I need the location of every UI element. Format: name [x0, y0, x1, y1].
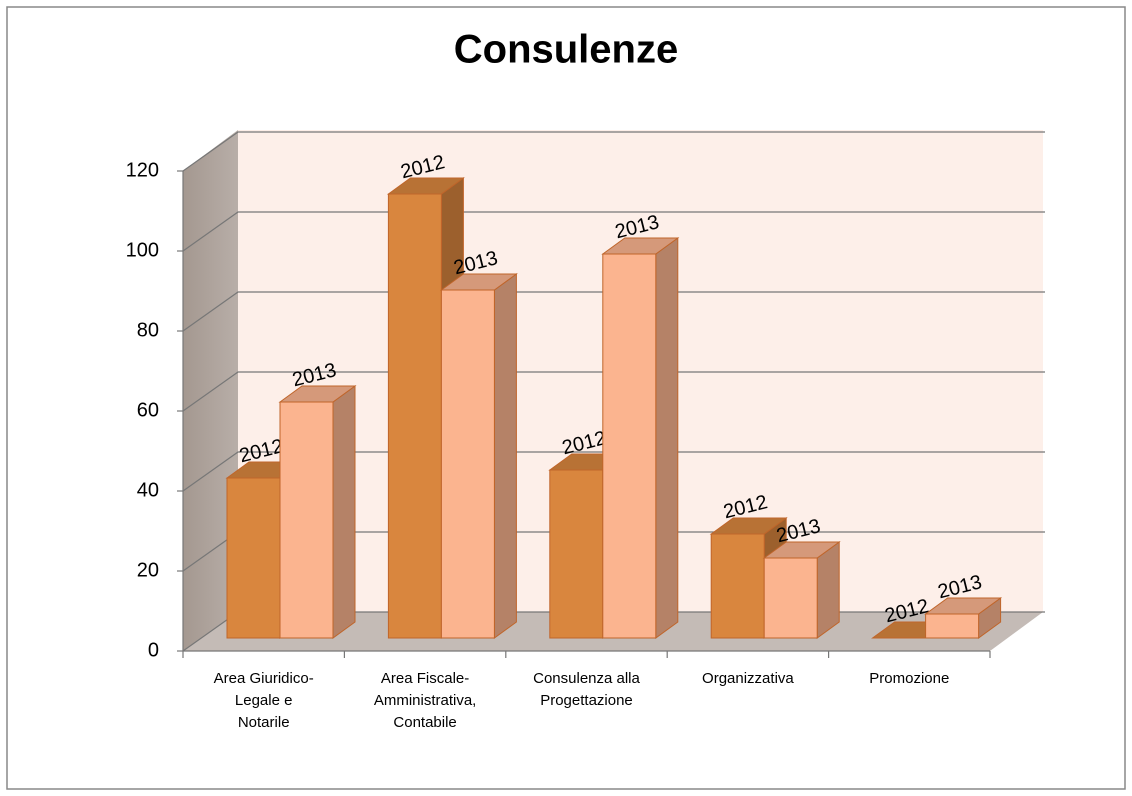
bar-side	[655, 237, 679, 639]
bar-side	[493, 273, 517, 639]
bar	[762, 541, 841, 639]
y-tick-label: 60	[137, 399, 159, 421]
x-tick-label: Consulenza alla Progettazione	[533, 670, 640, 709]
side-wall	[183, 130, 238, 651]
x-tick-label: Organizzativa	[702, 670, 794, 687]
chart-title: Consulenze	[454, 28, 678, 72]
y-tick-label: 120	[126, 159, 159, 181]
grid-line	[182, 371, 1045, 412]
grid-line	[182, 451, 1045, 492]
grid-line	[182, 291, 1045, 332]
bar-front	[440, 289, 495, 639]
bar	[278, 385, 357, 639]
bar-front	[226, 477, 281, 639]
bar-side	[332, 385, 356, 639]
y-tick-label: 100	[126, 239, 159, 261]
x-tick-label: Promozione	[869, 670, 950, 687]
bar-front	[763, 557, 818, 639]
y-tick-label: 80	[137, 319, 159, 341]
y-tick-label: 40	[137, 479, 159, 501]
grid-line	[182, 211, 1045, 252]
x-tick-label: Area Giuridico- Legale e Notarile	[213, 670, 314, 731]
bar	[924, 597, 1003, 639]
y-tick-label: 0	[148, 639, 159, 661]
bar	[439, 273, 518, 639]
bar-front	[602, 253, 657, 639]
y-tick-label: 20	[137, 559, 159, 581]
bar-front	[279, 401, 334, 639]
grid-line	[182, 131, 1045, 172]
bar-front	[549, 469, 604, 639]
bar	[601, 237, 680, 639]
x-tick-label: Area Fiscale- Amministrativa, Contabile	[373, 670, 477, 731]
bar-front	[710, 533, 765, 639]
bar-front	[925, 613, 980, 639]
bar-side	[816, 541, 840, 639]
bar-front	[387, 193, 442, 639]
